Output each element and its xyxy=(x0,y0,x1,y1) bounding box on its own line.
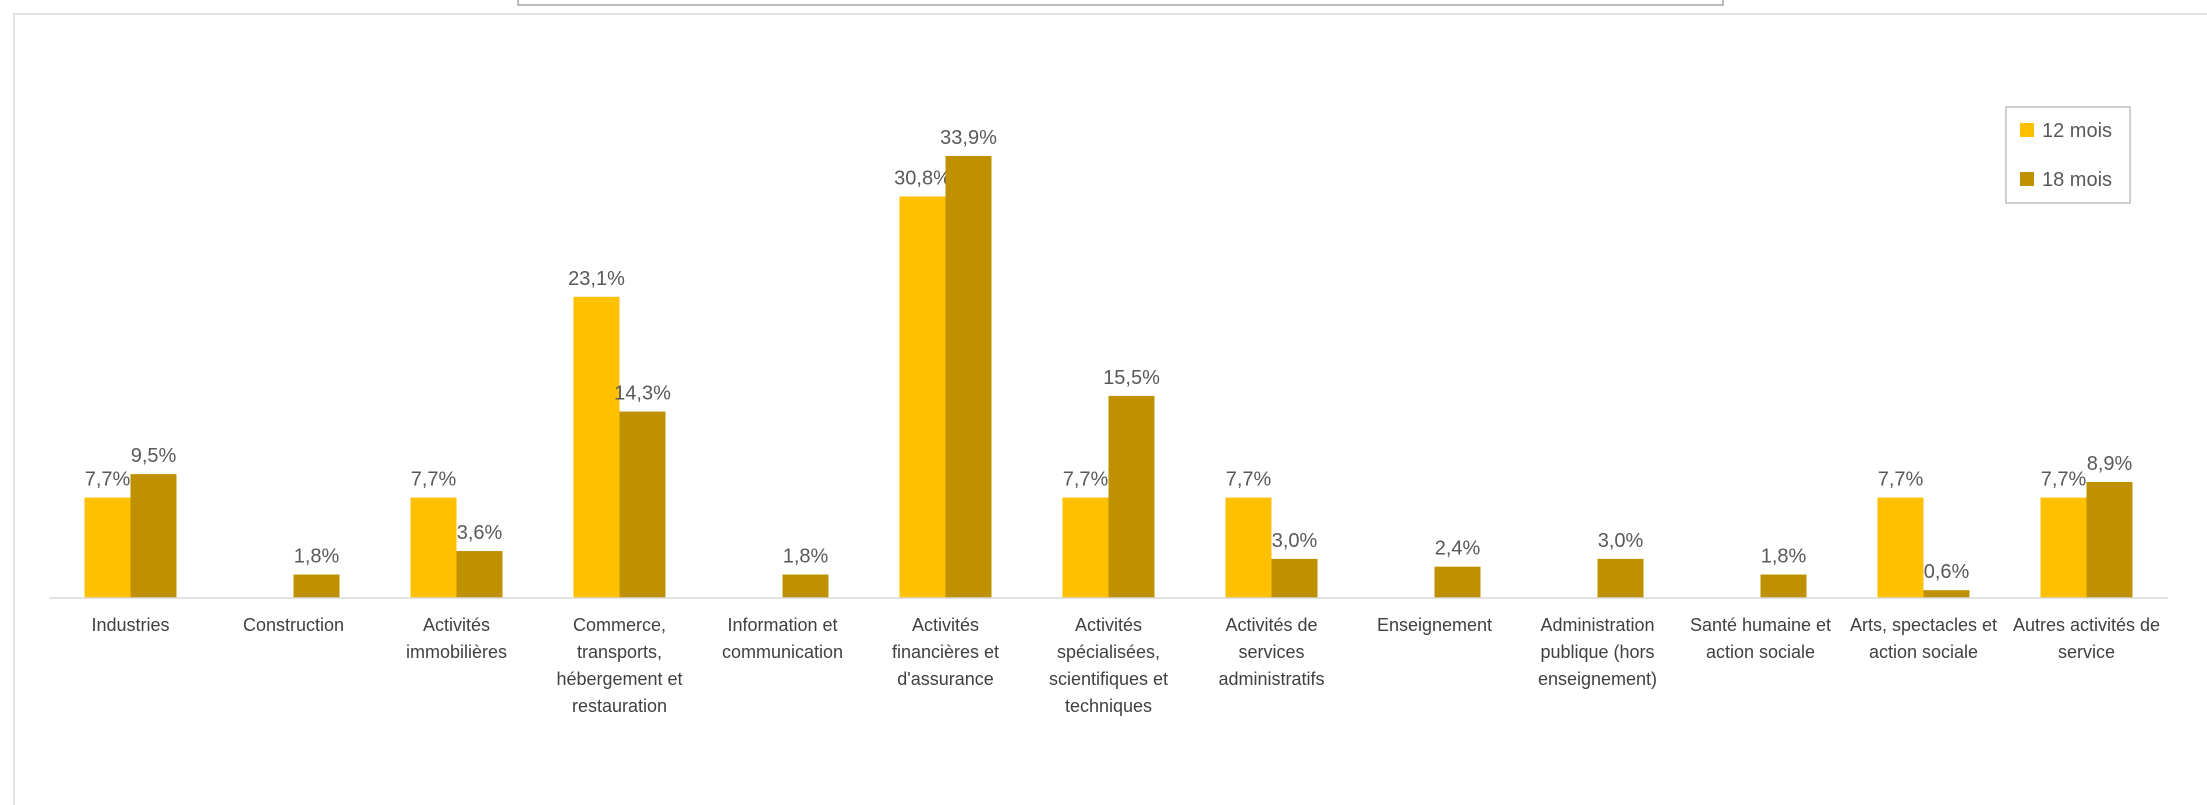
value-label: 7,7% xyxy=(1226,469,1272,491)
bar xyxy=(899,196,946,598)
value-label: 7,7% xyxy=(411,469,457,491)
value-label: 7,7% xyxy=(2041,469,2087,491)
value-label: 23,1% xyxy=(568,268,625,290)
bar xyxy=(1434,566,1481,598)
x-tick-label: Commerce, transports, hébergement et res… xyxy=(556,615,683,716)
x-tick-label: Construction xyxy=(242,615,345,635)
bar xyxy=(293,574,340,598)
x-tick-label: Autres activités de service xyxy=(2012,615,2161,662)
title-box xyxy=(517,0,1724,6)
x-tick-label: Activités immobilières xyxy=(405,615,508,662)
x-tick-label: Santé humaine et action sociale xyxy=(1689,615,1832,662)
value-label: 3,0% xyxy=(1272,530,1318,552)
bar xyxy=(2040,497,2087,598)
x-tick-label: Enseignement xyxy=(1376,615,1493,635)
x-tick-label: Activités spécialisées, scientifiques et… xyxy=(1048,615,1169,716)
bar xyxy=(1271,558,1318,598)
value-label: 9,5% xyxy=(131,445,177,467)
value-label: 33,9% xyxy=(940,127,997,149)
x-tick-label: Administration publique (hors enseigneme… xyxy=(1537,615,1658,689)
value-label: 3,6% xyxy=(457,522,503,544)
bar xyxy=(1062,497,1109,598)
x-tick-label: Activités financières et d'assurance xyxy=(891,615,1000,689)
bar xyxy=(2086,481,2133,598)
value-label: 15,5% xyxy=(1103,367,1160,389)
value-label: 1,8% xyxy=(783,546,829,568)
value-label: 14,3% xyxy=(614,383,671,405)
legend-label: 12 mois xyxy=(2042,120,2112,142)
value-label: 30,8% xyxy=(894,167,951,189)
value-label: 3,0% xyxy=(1598,530,1644,552)
bar xyxy=(1108,395,1155,598)
value-label: 7,7% xyxy=(1878,469,1924,491)
bar xyxy=(1923,590,1970,598)
bar xyxy=(573,296,620,598)
legend-swatch xyxy=(2020,123,2034,137)
bar xyxy=(130,474,177,598)
x-tick-label: Arts, spectacles et action sociale xyxy=(1849,615,1998,662)
bar xyxy=(410,497,457,598)
bar xyxy=(84,497,131,598)
legend-swatch xyxy=(2020,172,2034,186)
value-label: 1,8% xyxy=(1761,546,1807,568)
bar xyxy=(1597,558,1644,598)
value-label: 1,8% xyxy=(294,546,340,568)
value-label: 7,7% xyxy=(85,469,131,491)
value-label: 8,9% xyxy=(2087,453,2133,475)
chart-frame xyxy=(13,13,2207,805)
bar xyxy=(782,574,829,598)
bar xyxy=(1760,574,1807,598)
value-label: 0,6% xyxy=(1924,561,1970,583)
value-label: 2,4% xyxy=(1435,538,1481,560)
legend-label: 18 mois xyxy=(2042,169,2112,191)
value-label: 7,7% xyxy=(1063,469,1109,491)
bar xyxy=(456,551,503,598)
bar xyxy=(945,156,992,598)
bar xyxy=(619,411,666,598)
bar xyxy=(1225,497,1272,598)
x-tick-label: Industries xyxy=(91,615,170,635)
bar xyxy=(1877,497,1924,598)
x-tick-label: Information et communication xyxy=(721,615,844,662)
x-tick-label: Activités de services administratifs xyxy=(1218,615,1325,689)
